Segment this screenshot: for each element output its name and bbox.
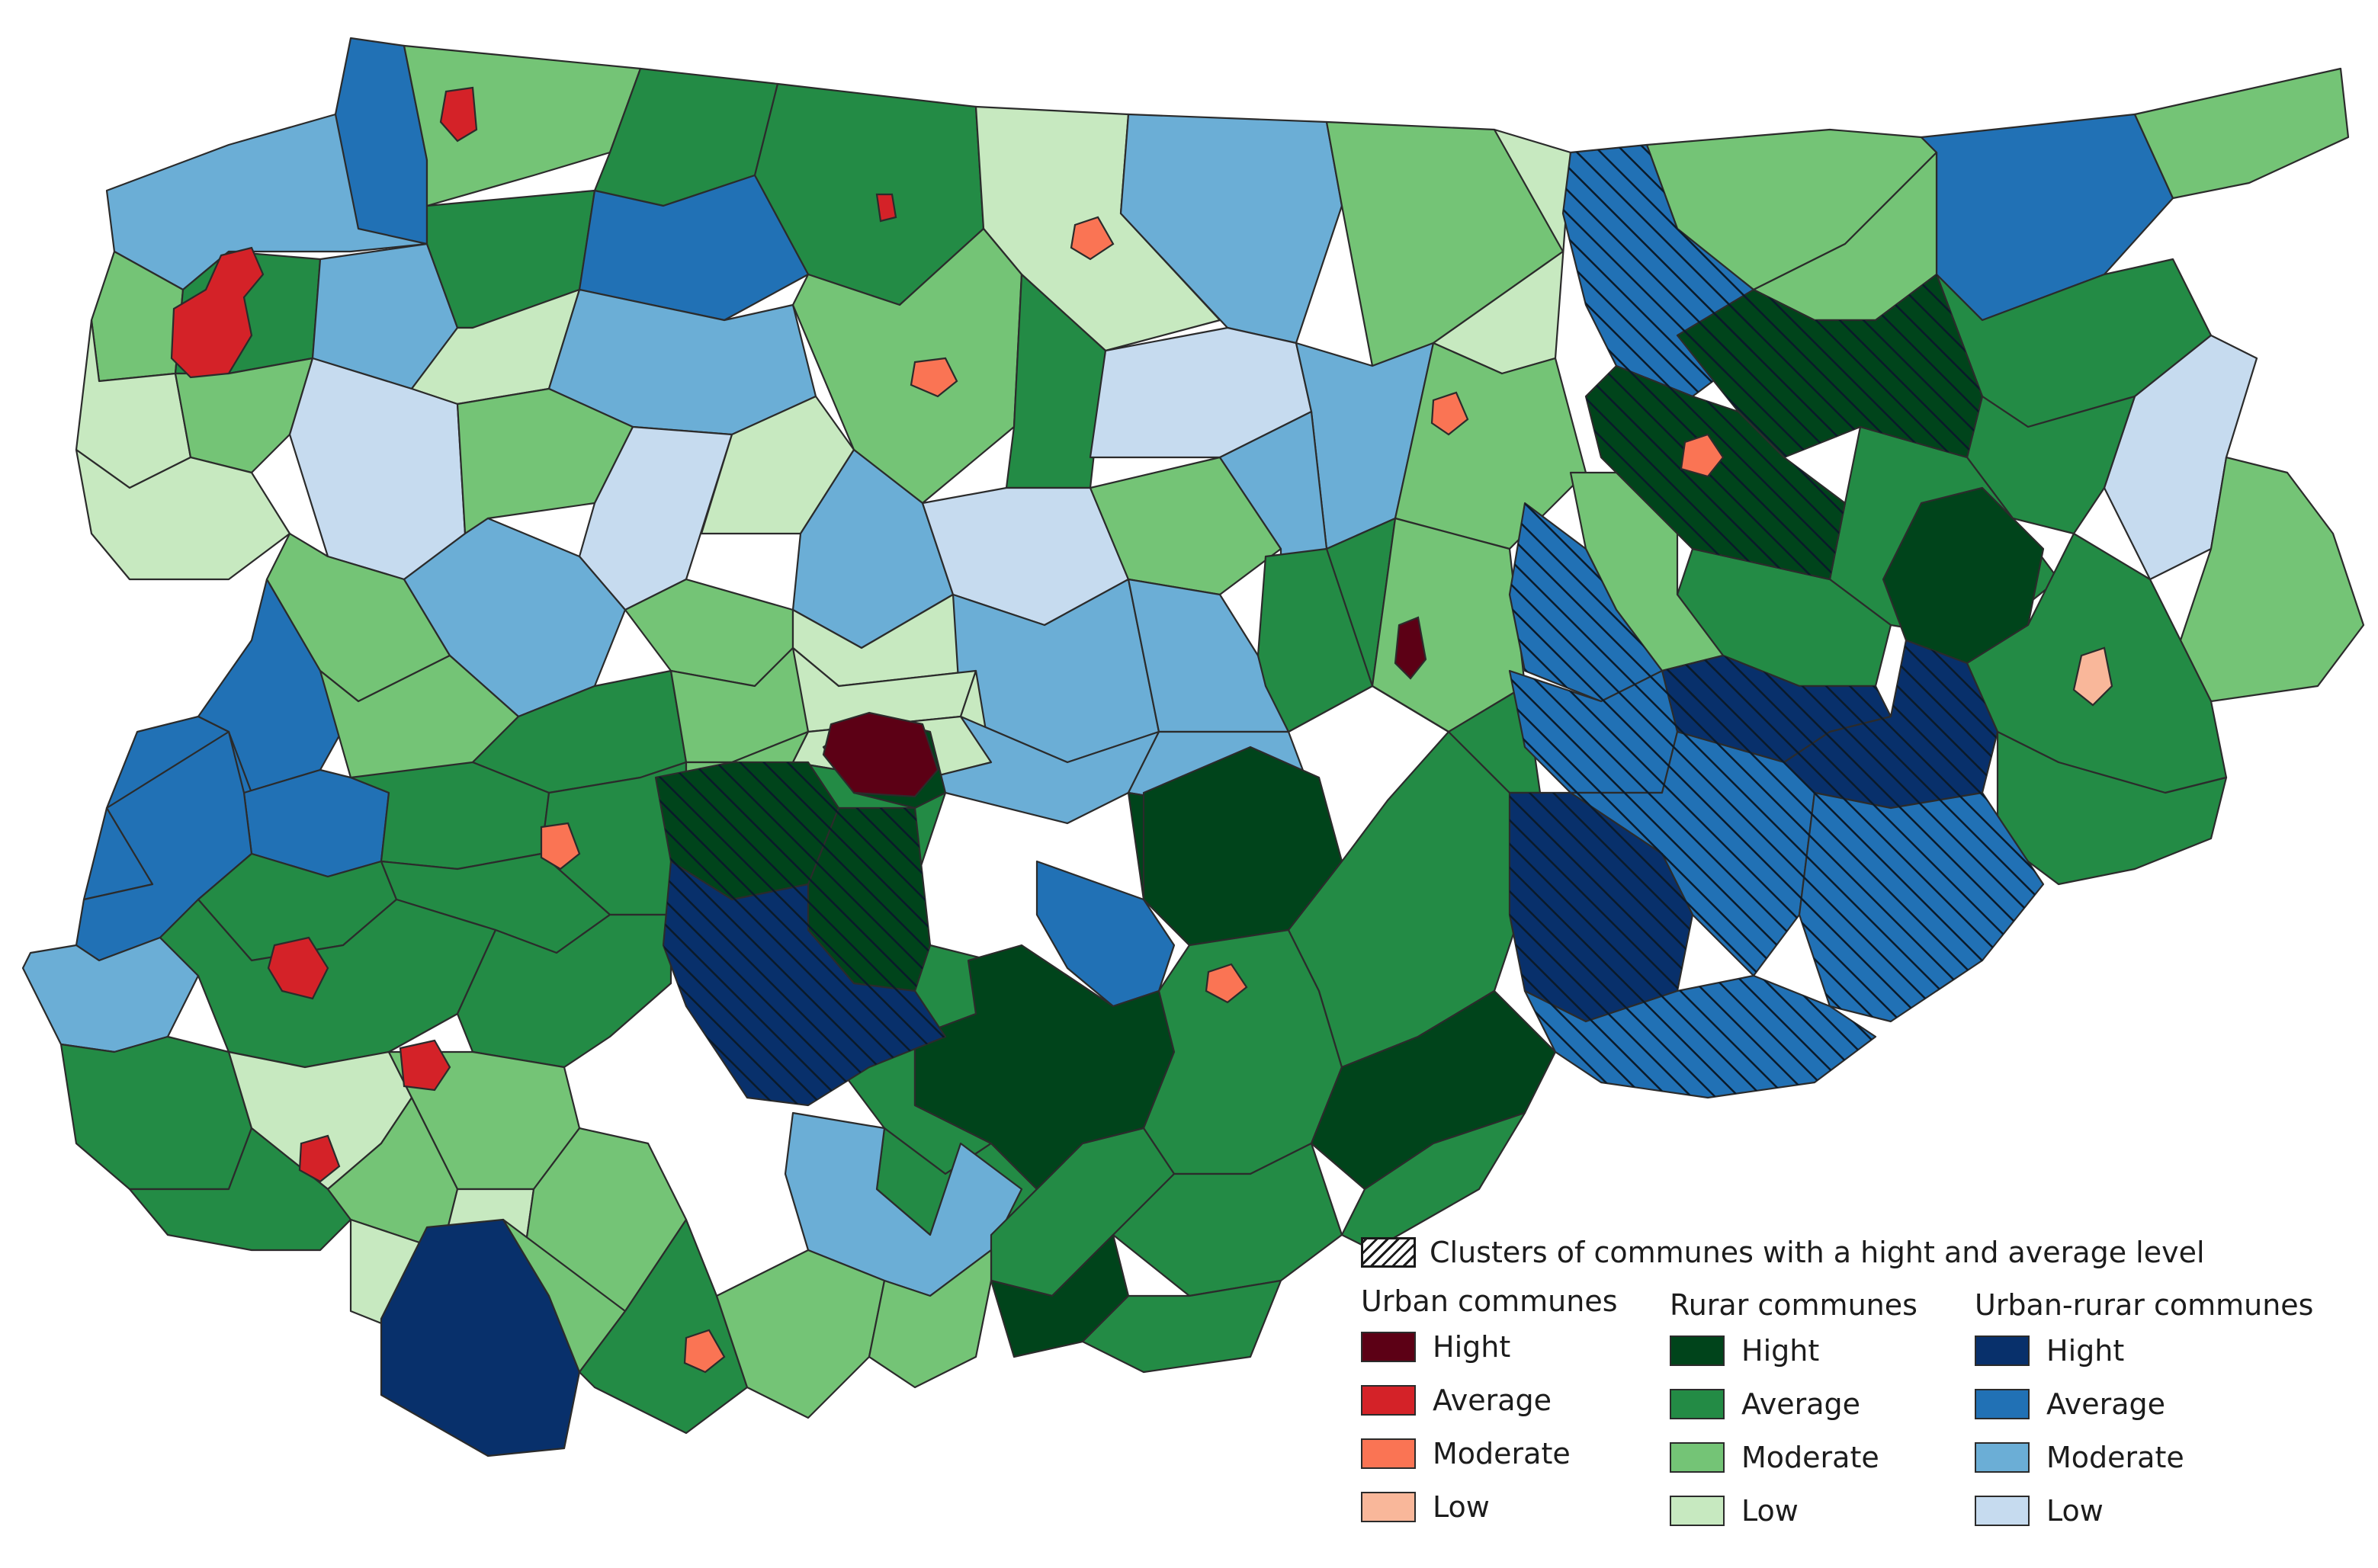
commune	[2133, 67, 2350, 200]
urban-commune	[267, 936, 329, 1000]
urban-commune	[399, 1039, 451, 1092]
urban-commune	[683, 1329, 726, 1374]
legend-item-label: Hight	[1433, 1330, 1511, 1364]
legend-group-title: Urban-rurar communes	[1975, 1288, 2314, 1322]
legend-group-urban-rurar: Urban-rurar communes Hight Average Moder…	[1975, 1286, 2313, 1538]
legend-item-label: Hight	[2046, 1334, 2125, 1368]
hatch-overlay	[656, 145, 2043, 1105]
legend-swatch	[1975, 1442, 2030, 1473]
urban-commune	[298, 1134, 341, 1183]
legend-item-label: Average	[1433, 1384, 1552, 1417]
urban-commune	[1070, 216, 1115, 261]
urban-commune	[1394, 616, 1427, 680]
legend-swatch	[1361, 1492, 1416, 1522]
commune	[59, 1035, 253, 1191]
cluster-legend-label: Clusters of communes with a hight and av…	[1430, 1236, 2205, 1269]
legend-item-label: Moderate	[1433, 1437, 1571, 1470]
hatch-swatch	[1361, 1237, 1416, 1268]
legend-swatch	[1670, 1442, 1725, 1473]
map-legend: Clusters of communes with a hight and av…	[1357, 1220, 2348, 1555]
legend-item-label: Low	[1433, 1490, 1490, 1524]
legend-item-label: Low	[2046, 1494, 2104, 1528]
urban-commune	[1680, 433, 1725, 478]
legend-item: Moderate	[1670, 1431, 1917, 1484]
urban-commune	[910, 357, 958, 398]
commune	[21, 936, 200, 1053]
legend-swatch	[1975, 1389, 2030, 1419]
legend-item: Low	[1361, 1480, 1618, 1534]
commune	[822, 711, 939, 798]
commune	[715, 1249, 886, 1419]
legend-item-label: Average	[2046, 1387, 2166, 1421]
legend-item-label: Moderate	[1741, 1441, 1879, 1474]
commune	[1081, 1279, 1282, 1374]
commune	[578, 1218, 749, 1435]
cluster-legend-row: Clusters of communes with a hight and av…	[1361, 1235, 2205, 1270]
urban-commune	[439, 86, 478, 143]
legend-swatch	[1670, 1336, 1725, 1366]
urban-commune	[875, 193, 897, 223]
urban-commune	[2072, 646, 2113, 707]
legend-item: Hight	[1361, 1320, 1618, 1374]
urban-commune	[540, 822, 581, 871]
urban-commune	[170, 246, 265, 379]
commune	[1089, 456, 1282, 596]
legend-item-label: Average	[1741, 1387, 1861, 1421]
legend-item-label: Moderate	[2046, 1441, 2184, 1474]
legend-swatch	[1361, 1438, 1416, 1469]
commune	[868, 1249, 993, 1389]
commune	[929, 715, 1160, 825]
legend-swatch	[1975, 1336, 2030, 1366]
legend-item: Average	[1361, 1374, 1618, 1427]
legend-group-title: Rurar communes	[1670, 1288, 1917, 1322]
legend-swatch	[1670, 1496, 1725, 1526]
legend-swatch	[1670, 1389, 1725, 1419]
legend-item-label: Hight	[1741, 1334, 1820, 1368]
commune	[1112, 1142, 1343, 1297]
legend-item: Moderate	[1361, 1427, 1618, 1480]
legend-item-label: Low	[1741, 1494, 1799, 1528]
urban-commune	[1430, 391, 1469, 436]
commune	[1256, 547, 1374, 733]
legend-item: Low	[1975, 1484, 2313, 1538]
legend-swatch	[1975, 1496, 2030, 1526]
legend-swatch	[1361, 1385, 1416, 1416]
urban-commune	[1205, 963, 1248, 1004]
legend-group-title: Urban communes	[1361, 1284, 1618, 1318]
legend-item: Moderate	[1975, 1431, 2313, 1484]
legend-item: Average	[1670, 1377, 1917, 1431]
legend-item: Hight	[1975, 1324, 2313, 1377]
legend-item: Low	[1670, 1484, 1917, 1538]
legend-group-urban: Urban communes Hight Average Moderate Lo…	[1361, 1282, 1618, 1534]
legend-swatch	[1361, 1332, 1416, 1362]
legend-group-rurar: Rurar communes Hight Average Moderate Lo…	[1670, 1286, 1917, 1538]
urban-communes	[170, 86, 2113, 1374]
commune	[456, 913, 672, 1069]
legend-item: Hight	[1670, 1324, 1917, 1377]
legend-item: Average	[1975, 1377, 2313, 1431]
